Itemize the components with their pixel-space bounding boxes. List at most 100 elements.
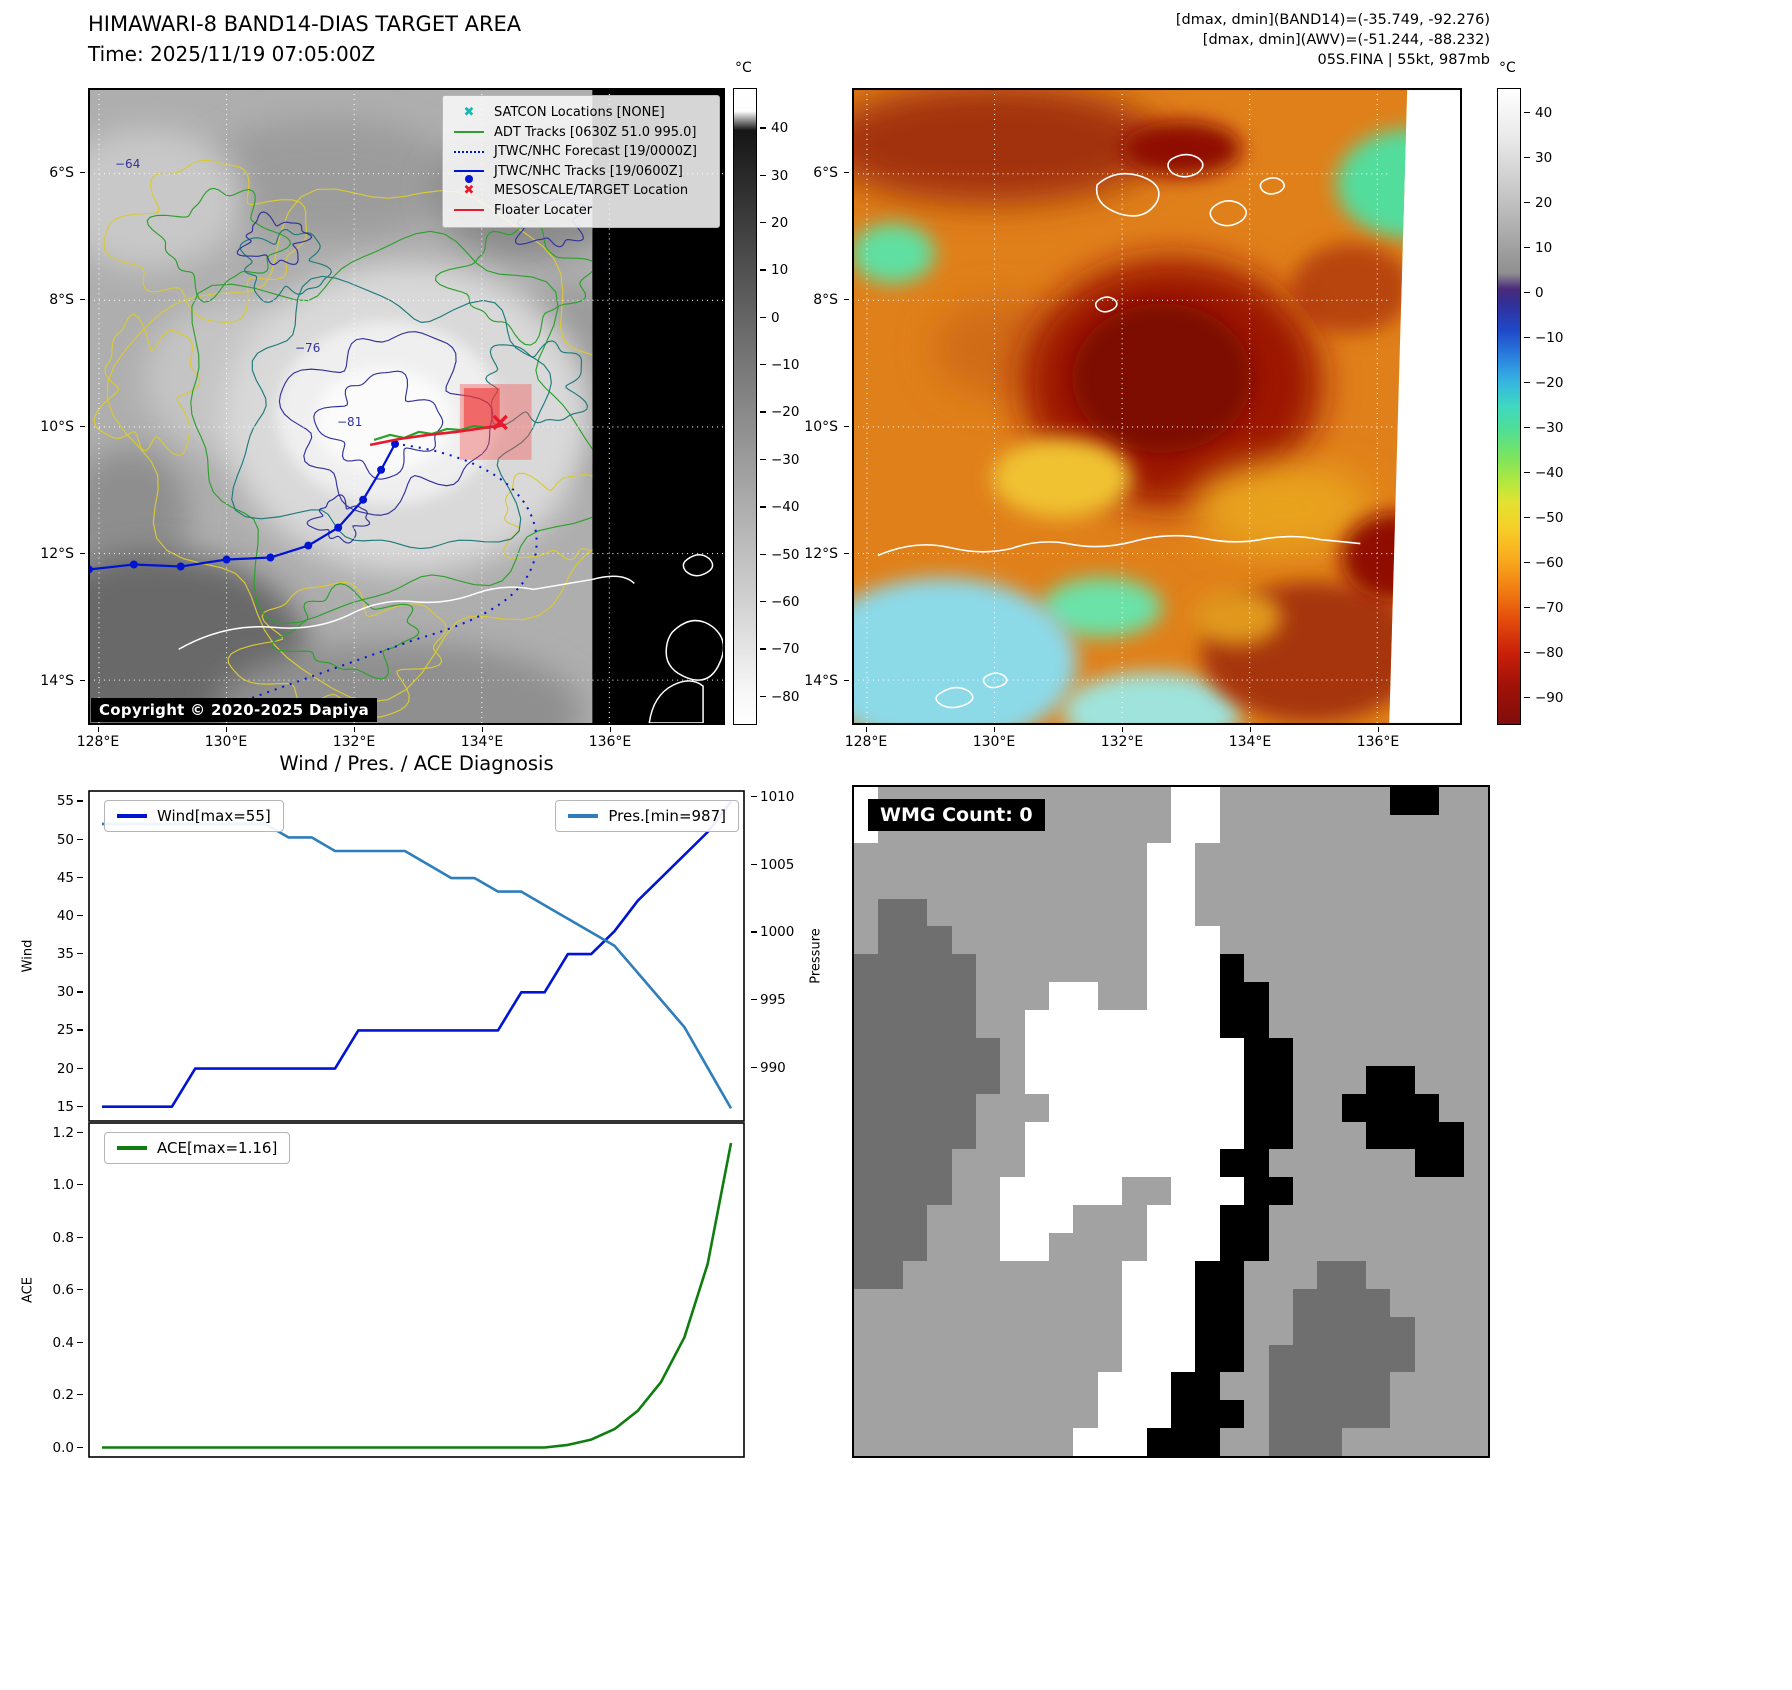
wmg-cell	[1463, 1316, 1488, 1345]
wmg-cell	[1268, 1372, 1293, 1401]
wmg-cell	[1292, 1093, 1318, 1122]
wmg-cell	[975, 1177, 1001, 1206]
wmg-cell	[1146, 1260, 1171, 1289]
wmg-cell	[1463, 842, 1488, 871]
wmg-cell	[1439, 1121, 1464, 1150]
wmg-cell	[1292, 1233, 1318, 1261]
wmg-cell	[927, 1288, 952, 1317]
band14-lat-axis: 6°S 8°S 10°S 12°S 14°S	[18, 88, 85, 725]
wmg-cell	[878, 982, 903, 1010]
wmg-cell	[1366, 1372, 1391, 1401]
coastline-overlay	[178, 554, 724, 724]
wmg-cell	[1097, 814, 1123, 843]
colorbar-tick-label: −20	[760, 404, 800, 421]
wmg-cell	[1366, 1400, 1391, 1429]
wmg-cell	[878, 1149, 903, 1178]
wmg-panel: WMG Count: 0	[852, 785, 1490, 1458]
wmg-cell	[878, 1233, 903, 1261]
wmg-cell	[1097, 982, 1123, 1010]
wmg-cell	[1317, 1316, 1342, 1345]
wmg-cell	[902, 1149, 928, 1178]
wmg-cell	[1366, 1093, 1391, 1122]
legend-dotted-icon	[452, 150, 486, 153]
wmg-cell	[854, 1121, 879, 1150]
wmg-cell	[1292, 1121, 1318, 1150]
wmg-cell	[1049, 926, 1074, 955]
lat-tick-label: 14°S	[804, 673, 849, 689]
wmg-cell	[1366, 787, 1391, 815]
wmg-cell	[1244, 1316, 1269, 1345]
wmg-cell	[1463, 1121, 1488, 1150]
wind-pressure-plot	[88, 790, 745, 1122]
wmg-cell	[927, 926, 952, 955]
wmg-cell	[1195, 1205, 1220, 1233]
wmg-cell	[927, 898, 952, 927]
wmg-cell	[1195, 1177, 1220, 1206]
pressure-axis-label: Pressure	[808, 928, 824, 984]
wmg-cell	[1414, 1205, 1440, 1233]
wmg-cell	[1439, 982, 1464, 1010]
wmg-cell	[975, 1065, 1001, 1094]
wmg-cell	[902, 1065, 928, 1094]
contour-line	[146, 187, 291, 303]
wmg-cell	[1073, 982, 1098, 1010]
wmg-cell	[1341, 1037, 1367, 1066]
wmg-cell	[1390, 814, 1415, 843]
wmg-cell	[1268, 1400, 1293, 1429]
wmg-cell	[1366, 898, 1391, 927]
wmg-cell	[1122, 1316, 1147, 1345]
wmg-cell	[1414, 842, 1440, 871]
wmg-cell	[1317, 842, 1342, 871]
wmg-cell	[1244, 1177, 1269, 1206]
wmg-cell	[1414, 1344, 1440, 1373]
wmg-cell	[1292, 1010, 1318, 1038]
wmg-cell	[1097, 898, 1123, 927]
wmg-cell	[1317, 926, 1342, 955]
contour-line	[278, 331, 494, 516]
wmg-cell	[1390, 1205, 1415, 1233]
wmg-cell	[1317, 1288, 1342, 1317]
wmg-cell	[975, 1010, 1001, 1038]
wmg-cell	[951, 1344, 976, 1373]
wmg-cell	[975, 1205, 1001, 1233]
axis-tick-label: 1005	[750, 856, 795, 873]
wmg-cell	[1219, 870, 1245, 899]
wmg-cell	[1341, 1316, 1367, 1345]
wmg-cell	[1024, 1233, 1050, 1261]
colorbar-tick-label: −10	[760, 357, 800, 374]
wmg-cell	[1463, 1065, 1488, 1094]
wmg-cell	[1073, 1344, 1098, 1373]
wmg-cell	[1195, 1065, 1220, 1094]
wmg-cell	[1414, 1010, 1440, 1038]
legend-label: JTWC/NHC Forecast [19/0000Z]	[494, 144, 697, 159]
wmg-cell	[1122, 1260, 1147, 1289]
wmg-cell	[854, 982, 879, 1010]
wmg-cell	[951, 1037, 976, 1066]
wmg-cell	[1341, 1428, 1367, 1456]
wmg-cell	[902, 1177, 928, 1206]
wmg-cell	[878, 842, 903, 871]
wmg-cell	[1024, 1177, 1050, 1206]
wmg-cell	[1341, 1149, 1367, 1178]
wmg-cell	[1024, 1205, 1050, 1233]
contour-label: −81	[337, 415, 363, 429]
lat-tick-label: 8°S	[49, 292, 85, 308]
page-title: HIMAWARI-8 BAND14-DIAS TARGET AREA	[88, 12, 522, 36]
wmg-cell	[902, 1093, 928, 1122]
wmg-cell	[1244, 1093, 1269, 1122]
wmg-cell	[1219, 954, 1245, 983]
wmg-cell	[1268, 1121, 1293, 1150]
band14-map-panel: ✖ SATCON Locations [NONE] ADT Tracks [0630…	[88, 88, 725, 725]
track-point-icon	[129, 560, 138, 569]
floater-locater-line	[369, 423, 506, 447]
wmg-cell	[951, 1093, 976, 1122]
wmg-cell	[1292, 814, 1318, 843]
wmg-cell	[1414, 1065, 1440, 1094]
pressure-legend: Pres.[min=987]	[555, 800, 739, 832]
wmg-cell	[1366, 954, 1391, 983]
wmg-cell	[1439, 1205, 1464, 1233]
series-line-0	[102, 1142, 733, 1449]
wmg-cell	[1146, 982, 1171, 1010]
wmg-cell	[878, 1121, 903, 1150]
wmg-cell	[902, 1288, 928, 1317]
